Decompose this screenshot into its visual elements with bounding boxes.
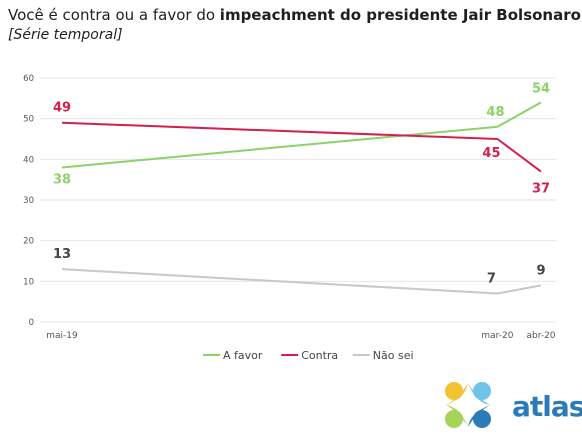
y-tick-label: 30 — [23, 196, 34, 206]
logo-petal — [445, 382, 463, 400]
y-tick-label: 20 — [23, 237, 34, 247]
y-tick-label: 10 — [23, 277, 34, 287]
data-label: 37 — [532, 182, 550, 197]
legend-label: Contra — [301, 349, 338, 362]
data-label: 48 — [486, 105, 504, 120]
data-label: 7 — [487, 272, 496, 287]
logo-center — [460, 397, 476, 413]
data-label: 45 — [482, 146, 500, 161]
brand-name: atlas — [512, 390, 582, 423]
y-tick-label: 60 — [23, 74, 34, 84]
series-line-não-sei — [61, 268, 542, 295]
chart-subtitle: [Série temporal] — [8, 27, 123, 43]
data-label: 13 — [53, 247, 71, 262]
data-label: 54 — [532, 81, 550, 96]
x-tick-label: abr-20 — [526, 331, 555, 341]
data-label: 9 — [536, 263, 545, 278]
logo-petal — [445, 410, 463, 428]
x-tick-label: mai-19 — [46, 331, 78, 341]
data-label: 38 — [53, 172, 71, 187]
y-tick-label: 40 — [23, 155, 34, 165]
series-line-contra — [61, 121, 542, 173]
legend-label: A favor — [223, 349, 263, 362]
data-label: 49 — [53, 101, 71, 116]
y-tick-label: 0 — [29, 318, 34, 328]
logo-petal — [473, 410, 491, 428]
chart-title: Você é contra ou a favor do impeachment … — [8, 6, 582, 24]
legend-label: Não sei — [373, 349, 414, 362]
y-tick-label: 50 — [23, 115, 34, 125]
x-tick-label: mar-20 — [481, 331, 513, 341]
title-suffix: ? — [581, 6, 582, 24]
series-line-a-favor — [61, 101, 542, 169]
logo-petal — [473, 382, 491, 400]
title-prefix: Você é contra ou a favor do — [8, 6, 220, 24]
title-emphasis: impeachment do presidente Jair Bolsonaro — [219, 6, 581, 24]
